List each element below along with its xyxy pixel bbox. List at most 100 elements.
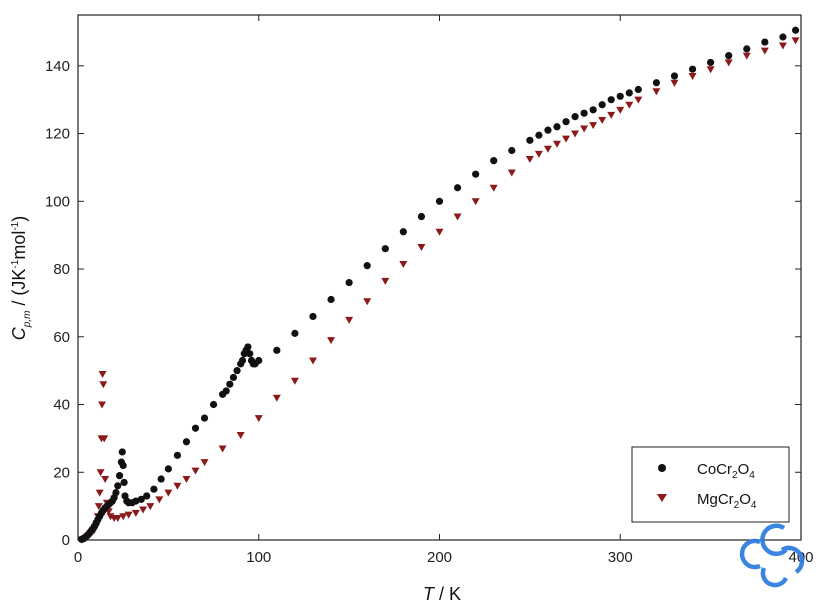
legend-box [631,446,790,523]
data-point-cocr2o4 [535,131,543,139]
data-point-cocr2o4 [309,312,317,321]
data-point-mgcr2o4 [327,337,336,345]
data-point-mgcr2o4 [417,244,426,252]
data-point-mgcr2o4 [399,260,408,268]
legend-marker-cocr2o4 [658,464,666,472]
data-point-mgcr2o4 [742,52,751,60]
data-point-cocr2o4 [226,380,234,388]
legend: CoCr2O4 MgCr2O4 [631,446,790,523]
data-point-mgcr2o4 [173,482,182,490]
data-point-cocr2o4 [173,451,182,459]
watermark-ring-bottom [760,567,789,588]
data-point-mgcr2o4 [218,445,227,453]
data-point-cocr2o4 [143,492,151,500]
data-point-cocr2o4 [526,136,534,144]
data-point-mgcr2o4 [345,316,354,324]
x-axis-title-var: T [423,584,436,602]
data-point-cocr2o4 [652,79,661,87]
data-point-mgcr2o4 [96,469,105,477]
data-point-mgcr2o4 [200,459,209,467]
data-point-mgcr2o4 [99,381,108,389]
data-point-mgcr2o4 [525,155,534,163]
x-tick-label: 200 [427,549,452,566]
data-point-cocr2o4 [291,329,299,337]
data-point-mgcr2o4 [489,184,498,192]
data-point-mgcr2o4 [182,476,191,484]
data-point-cocr2o4 [150,485,158,493]
data-points [77,26,800,544]
data-point-mgcr2o4 [580,125,589,133]
data-point-mgcr2o4 [724,59,733,67]
data-point-cocr2o4 [229,373,238,382]
legend-label-cocr2o4: CoCr2O4 [697,461,755,481]
data-point-cocr2o4 [399,228,407,236]
data-point-mgcr2o4 [552,140,561,148]
y-axis-title: Cp,m / (JK-1mol-1) [9,216,33,341]
legend-mgcr2o4-s2: 4 [751,500,757,511]
data-point-mgcr2o4 [778,42,787,50]
data-point-mgcr2o4 [571,130,580,138]
data-point-cocr2o4 [634,85,642,94]
watermark-ring-top [760,523,788,556]
data-point-cocr2o4 [182,438,191,446]
data-point-cocr2o4 [553,123,561,131]
data-point-cocr2o4 [490,157,498,165]
data-point-mgcr2o4 [598,117,607,124]
y-axis-title-sup2: -1 [10,221,21,230]
data-point-mgcr2o4 [124,511,133,519]
data-point-cocr2o4 [137,495,145,503]
data-point-mgcr2o4 [95,489,104,497]
data-point-cocr2o4 [417,212,426,221]
data-point-cocr2o4 [119,461,127,470]
data-point-cocr2o4 [363,262,371,270]
data-point-cocr2o4 [625,89,633,97]
data-point-mgcr2o4 [272,394,281,402]
data-point-mgcr2o4 [155,496,164,504]
data-point-cocr2o4 [453,184,462,192]
data-point-mgcr2o4 [435,228,444,236]
data-point-cocr2o4 [743,45,751,53]
data-point-cocr2o4 [157,475,165,483]
legend-marker-mgcr2o4 [657,494,667,502]
x-tick-label: 0 [74,549,82,566]
y-tick-labels: 0 20 40 60 80 100 120 140 [45,58,70,549]
data-point-mgcr2o4 [507,169,516,177]
data-point-mgcr2o4 [688,72,697,80]
data-point-mgcr2o4 [131,509,140,517]
data-point-cocr2o4 [670,72,679,80]
data-point-cocr2o4 [222,387,230,395]
data-point-mgcr2o4 [164,489,173,497]
data-point-mgcr2o4 [308,357,317,365]
data-point-mgcr2o4 [98,371,107,379]
data-point-mgcr2o4 [791,37,800,45]
data-point-cocr2o4 [132,497,140,505]
data-point-mgcr2o4 [616,106,625,114]
y-tick-label: 120 [45,126,70,143]
data-point-cocr2o4 [580,109,588,117]
data-point-mgcr2o4 [290,377,299,385]
data-point-mgcr2o4 [363,298,372,306]
data-point-cocr2o4 [233,367,241,375]
data-point-cocr2o4 [571,113,579,121]
data-point-cocr2o4 [508,146,516,155]
data-point-cocr2o4 [381,245,389,253]
data-point-mgcr2o4 [453,213,462,221]
x-tick-label: 300 [608,549,633,566]
data-point-mgcr2o4 [119,513,128,521]
legend-label-mgcr2o4: MgCr2O4 [697,491,757,511]
data-point-mgcr2o4 [146,503,155,511]
data-point-cocr2o4 [244,343,252,351]
data-point-cocr2o4 [209,400,218,409]
data-point-mgcr2o4 [625,101,634,109]
data-point-mgcr2o4 [381,277,390,285]
data-point-cocr2o4 [246,350,254,358]
data-point-cocr2o4 [200,414,209,422]
ticks [77,15,802,541]
data-point-mgcr2o4 [236,432,245,439]
watermark-ring-left [739,538,761,570]
y-tick-label: 40 [53,397,70,414]
data-point-cocr2o4 [761,38,769,46]
data-point-mgcr2o4 [101,476,110,484]
data-point-cocr2o4 [791,26,800,34]
data-point-cocr2o4 [273,346,281,354]
